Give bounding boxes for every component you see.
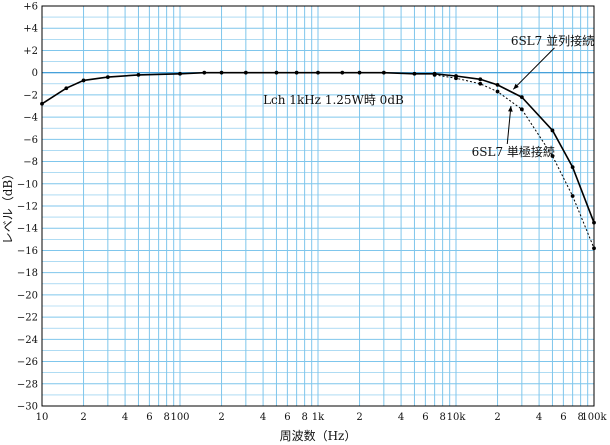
data-point <box>202 70 207 75</box>
y-tick-label: −8 <box>23 157 38 168</box>
y-tick-label: 0 <box>32 68 38 79</box>
x-tick-label: 8 <box>439 412 445 423</box>
annotation-text: 6SL7 単極接続 <box>472 144 555 159</box>
data-point <box>381 70 386 75</box>
data-point <box>495 82 500 87</box>
x-tick-label: 6 <box>422 412 428 423</box>
data-point <box>519 95 524 100</box>
x-tick-label: 8 <box>163 412 169 423</box>
x-tick-label: 8 <box>301 412 307 423</box>
y-tick-label: −4 <box>23 113 38 124</box>
data-point <box>243 70 248 75</box>
y-tick-label: −12 <box>17 202 38 213</box>
data-point <box>40 101 44 106</box>
data-point <box>519 107 524 112</box>
y-tick-label: +6 <box>23 2 38 13</box>
data-point <box>570 194 575 198</box>
annotation-arrow <box>506 105 512 145</box>
data-point <box>592 246 596 251</box>
y-tick-label: −10 <box>17 179 38 190</box>
series-line-1 <box>41 71 595 223</box>
data-point <box>412 71 417 76</box>
y-tick-label: −2 <box>23 90 38 101</box>
x-tick-label: 4 <box>536 412 542 423</box>
data-point <box>81 78 86 83</box>
data-point <box>294 70 299 75</box>
data-point <box>64 86 69 91</box>
data-point <box>592 220 596 225</box>
annotation-text: 6SL7 並列接続 <box>511 33 594 48</box>
data-point <box>274 70 279 75</box>
x-tick-label: 100k <box>581 412 607 423</box>
y-tick-label: +4 <box>23 24 38 35</box>
annotation-arrow <box>512 47 555 90</box>
x-axis-label: 周波数（Hz） <box>280 428 357 443</box>
x-tick-label: 6 <box>146 412 152 423</box>
y-tick-label: −14 <box>17 224 38 235</box>
y-tick-label: −6 <box>23 135 38 146</box>
y-tick-label: −28 <box>17 379 38 390</box>
data-point <box>570 165 575 170</box>
data-point <box>105 75 110 80</box>
y-tick-label: +2 <box>23 46 38 57</box>
data-point <box>478 81 483 86</box>
data-point <box>219 70 224 75</box>
x-tick-label: 1k <box>312 412 325 423</box>
data-point <box>454 76 458 81</box>
annotations: 6SL7 並列接続 6SL7 単極接続 Lch 1kHz 1.25W時 0dB <box>263 33 594 159</box>
data-point <box>478 77 483 82</box>
x-tick-label: 8 <box>577 412 583 423</box>
y-tick-label: −30 <box>17 402 38 413</box>
data-point <box>340 70 345 75</box>
data-point <box>495 89 500 94</box>
y-tick-label: −16 <box>17 246 38 257</box>
y-tick-labels: +6 +4 +2 0 −2 −4 −6 −8 −10 −12 −14 −16 −18 −20 −22 −24 −… <box>17 2 38 413</box>
data-point <box>432 72 437 77</box>
y-axis-label: レベル（dB） <box>1 168 15 245</box>
data-point <box>136 72 141 77</box>
y-tick-label: −24 <box>17 335 38 346</box>
data-point <box>550 154 555 158</box>
x-tick-label: 6 <box>284 412 290 423</box>
annotation-arrowhead <box>508 106 513 112</box>
data-point <box>357 70 362 75</box>
x-tick-label: 4 <box>260 412 266 423</box>
x-tick-label: 10k <box>447 412 467 423</box>
data-point <box>550 128 555 133</box>
x-tick-label: 6 <box>560 412 566 423</box>
data-point <box>178 71 182 76</box>
annotation-text: Lch 1kHz 1.25W時 0dB <box>263 93 404 107</box>
x-tick-label: 4 <box>122 412 128 423</box>
x-tick-label: 100 <box>170 412 189 423</box>
y-tick-label: −18 <box>17 268 38 279</box>
y-tick-label: −20 <box>17 290 38 301</box>
series-line-2 <box>434 74 595 249</box>
grid <box>42 6 594 406</box>
x-tick-label: 2 <box>494 412 500 423</box>
x-tick-label: 4 <box>398 412 404 423</box>
x-tick-label: 2 <box>356 412 362 423</box>
x-tick-label: 2 <box>80 412 86 423</box>
series-layer <box>40 70 596 251</box>
y-tick-label: −22 <box>17 313 38 324</box>
data-point <box>316 70 320 75</box>
x-tick-label: 2 <box>218 412 224 423</box>
y-tick-label: −26 <box>17 357 38 368</box>
x-tick-label: 10 <box>36 412 49 423</box>
annotation-arrowhead <box>513 83 519 90</box>
plot-frame <box>41 5 595 407</box>
